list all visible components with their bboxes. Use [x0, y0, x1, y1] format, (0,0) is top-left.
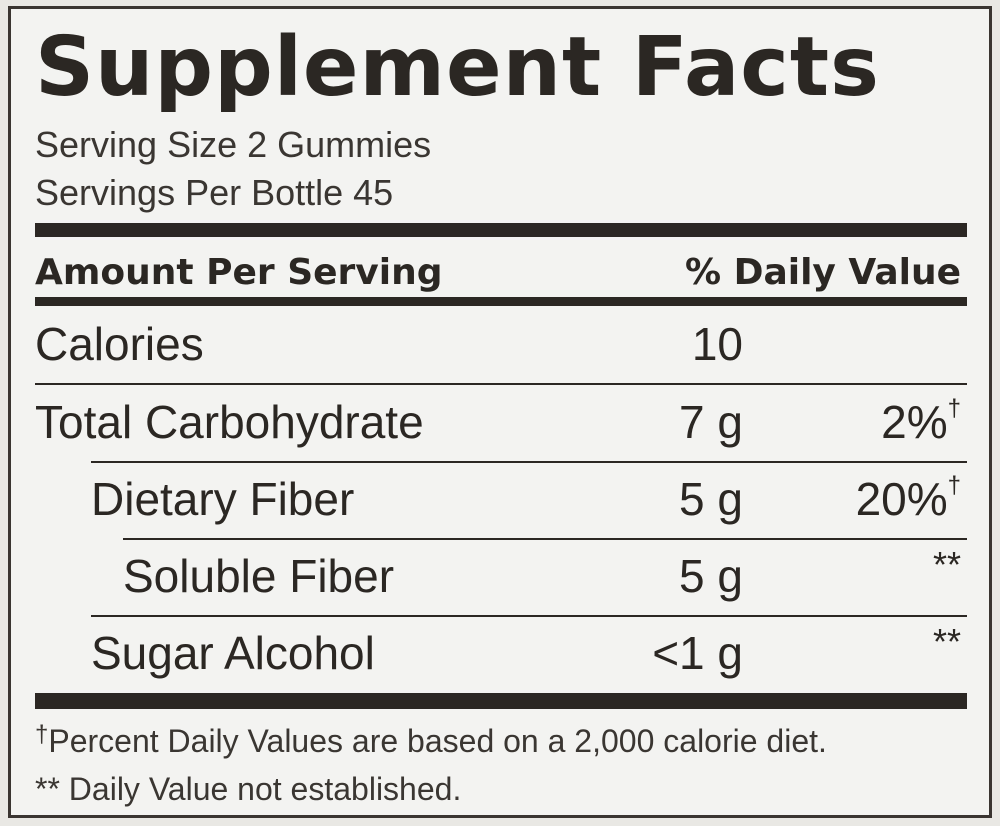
row-rule — [91, 615, 967, 617]
header-left: Amount Per Serving — [35, 252, 443, 293]
nutrient-amount: 5 g — [679, 550, 743, 602]
nutrient-amount: 5 g — [679, 473, 743, 525]
footnote: ** Daily Value not established. — [35, 773, 461, 805]
header-right: % Daily Value — [684, 252, 961, 293]
daily-value: 2%† — [761, 396, 961, 448]
nutrient-name: Soluble Fiber — [123, 550, 395, 602]
servings-per: Servings Per Bottle 45 — [35, 172, 394, 213]
row-rule — [123, 538, 967, 540]
nutrient-amount: 7 g — [679, 396, 743, 448]
nutrient-name: Dietary Fiber — [91, 473, 355, 525]
dv-value: 20% — [855, 473, 948, 525]
dv-value: 2% — [881, 396, 948, 448]
medium-rule — [35, 297, 967, 306]
footnote-text: ** Daily Value not established. — [35, 771, 462, 807]
nutrient-name: Calories — [35, 318, 204, 370]
dv-value: ** — [932, 621, 961, 662]
serving-size: Serving Size 2 Gummies — [35, 124, 432, 165]
nutrient-amount: 10 — [691, 318, 743, 370]
daily-value: ** — [761, 624, 961, 660]
nutrient-amount: <1 g — [652, 627, 743, 679]
daily-value: ** — [761, 547, 961, 583]
thick-rule — [35, 223, 967, 237]
daily-value: 20%† — [761, 473, 961, 525]
nutrient-name: Sugar Alcohol — [91, 627, 375, 679]
footnote-mark: † — [35, 721, 49, 748]
footnote-text: Percent Daily Values are based on a 2,00… — [48, 723, 827, 759]
facts-panel: Supplement Facts Serving Size 2 Gummies … — [8, 6, 992, 818]
dv-value: ** — [932, 544, 961, 585]
nutrient-name: Total Carbohydrate — [35, 396, 424, 448]
dv-mark: † — [947, 472, 961, 499]
row-rule — [35, 383, 967, 385]
row-rule — [91, 461, 967, 463]
title: Supplement Facts — [35, 20, 880, 115]
dv-mark: † — [947, 395, 961, 422]
thick-rule — [35, 693, 967, 709]
footnote: †Percent Daily Values are based on a 2,0… — [35, 723, 827, 759]
